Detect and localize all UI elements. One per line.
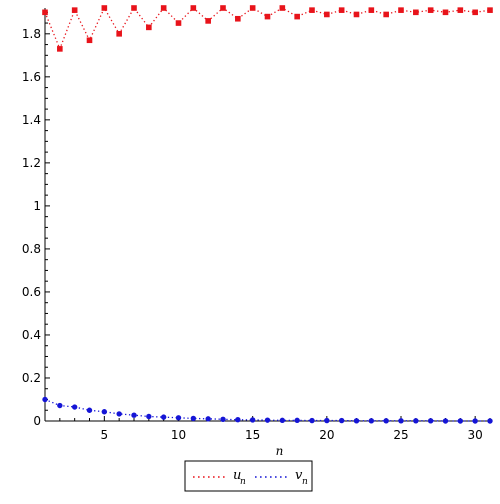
data-point <box>294 417 300 424</box>
data-point <box>71 7 78 13</box>
x-tick-label: 5 <box>101 428 109 442</box>
legend: un v n <box>184 460 313 492</box>
y-tick-label: 0.4 <box>22 328 41 342</box>
data-point <box>427 418 434 424</box>
x-tick-label: 25 <box>393 428 408 442</box>
data-point <box>368 7 375 13</box>
data-point <box>101 5 108 11</box>
data-point <box>57 46 63 52</box>
axes: 5 10 15 20 25 30 0 0.2 0.4 0.6 0.8 1 1.2 1.4 1.6 1.8 n <box>22 8 491 458</box>
data-point <box>220 5 226 11</box>
data-point <box>249 417 256 423</box>
series-v <box>42 396 493 424</box>
series-u <box>42 5 493 52</box>
data-point <box>309 417 315 424</box>
data-point <box>442 418 449 424</box>
legend-subscript-u: n <box>240 477 246 487</box>
data-point <box>487 418 493 424</box>
data-point <box>472 418 478 424</box>
data-point <box>472 9 478 16</box>
data-point <box>42 9 48 16</box>
series-layer <box>42 5 493 424</box>
data-point <box>338 7 345 13</box>
data-point <box>235 15 241 22</box>
y-tick-label: 0 <box>33 414 41 428</box>
data-point <box>294 13 300 20</box>
data-point <box>57 402 63 409</box>
data-point <box>175 20 182 26</box>
y-tick-label: 0.6 <box>22 285 41 299</box>
legend-label-v: v <box>295 468 303 483</box>
data-point <box>383 418 389 424</box>
legend-label-u: u <box>233 468 241 483</box>
data-point <box>279 417 286 424</box>
data-point <box>309 7 315 13</box>
legend-box <box>184 460 313 492</box>
data-point <box>205 416 211 422</box>
legend-subscript-v: n <box>302 477 308 487</box>
x-tick-label: 15 <box>245 428 260 442</box>
data-point <box>324 417 330 424</box>
y-tick-label: 1.2 <box>22 156 41 170</box>
data-point <box>368 418 375 424</box>
data-point <box>264 417 271 423</box>
data-point <box>383 11 389 18</box>
data-point <box>264 13 271 20</box>
data-point <box>338 417 345 424</box>
data-point <box>42 396 48 403</box>
data-point <box>146 24 152 31</box>
data-point <box>235 417 241 423</box>
data-point <box>116 31 122 37</box>
y-tick-label: 0.2 <box>22 371 41 385</box>
data-point <box>71 404 78 410</box>
data-point <box>146 413 152 420</box>
data-point <box>413 9 419 16</box>
data-point <box>190 5 197 11</box>
data-point <box>131 5 137 11</box>
data-point <box>413 418 419 424</box>
y-tick-label: 1.8 <box>22 27 41 41</box>
y-tick-label: 1 <box>33 199 41 213</box>
data-point <box>160 414 167 420</box>
x-tick-label: 30 <box>468 428 483 442</box>
x-axis-label: n <box>276 444 284 458</box>
data-point <box>457 7 464 13</box>
data-point <box>160 5 167 11</box>
data-point <box>442 9 449 16</box>
x-tick-label: 20 <box>319 428 334 442</box>
data-point <box>353 418 360 424</box>
data-point <box>487 7 493 13</box>
data-point <box>249 5 256 11</box>
data-point <box>427 7 434 13</box>
data-point <box>205 18 211 24</box>
data-point <box>190 415 197 422</box>
data-point <box>398 418 404 424</box>
data-point <box>220 416 226 422</box>
data-point <box>457 418 464 424</box>
data-point <box>86 407 93 413</box>
data-point <box>279 5 286 11</box>
data-point <box>101 409 108 415</box>
data-point <box>86 37 93 44</box>
y-tick-label: 1.6 <box>22 70 41 84</box>
data-point <box>353 11 360 18</box>
data-point <box>175 415 182 421</box>
x-tick-label: 10 <box>171 428 186 442</box>
data-point <box>131 412 137 418</box>
data-point <box>116 411 122 417</box>
data-point <box>324 11 330 18</box>
y-tick-label: 1.4 <box>22 113 41 127</box>
y-tick-label: 0.8 <box>22 242 41 256</box>
data-point <box>398 7 404 13</box>
